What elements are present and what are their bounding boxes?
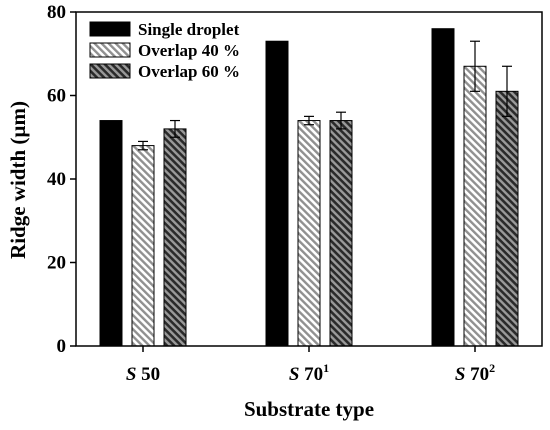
bar (99, 120, 123, 347)
x-tick-label: S 701 (289, 361, 329, 385)
bar (297, 120, 321, 347)
legend-label: Overlap 40 % (138, 41, 240, 60)
bar (463, 65, 487, 347)
y-tick-label: 20 (47, 253, 66, 274)
bars-layer (99, 28, 519, 347)
x-tick-label: S 702 (455, 361, 495, 385)
bar (431, 28, 455, 347)
bar (265, 40, 289, 347)
y-tick-label: 0 (57, 336, 67, 357)
legend-swatch (89, 21, 131, 37)
bar (329, 120, 353, 347)
y-tick-label: 60 (47, 86, 66, 107)
legend-swatch (89, 42, 131, 58)
y-tick-label: 80 (47, 2, 66, 23)
error-bars-layer (138, 40, 512, 151)
legend-label: Overlap 60 % (138, 62, 240, 81)
bar (163, 128, 187, 347)
legend: Single droplet Overlap 40 % Overlap 60 % (89, 20, 240, 81)
legend-label: Single droplet (138, 20, 240, 39)
y-tick-label: 40 (47, 169, 66, 190)
bar (495, 90, 519, 347)
axes-layer: 0 20 40 60 80 S 50 S 701 S 702 (47, 2, 543, 385)
legend-swatch (89, 63, 131, 79)
y-axis-title: Ridge width (µm) (6, 101, 30, 259)
x-tick-label: S 50 (126, 364, 160, 385)
x-axis-title: Substrate type (244, 397, 374, 421)
bar (131, 145, 155, 347)
